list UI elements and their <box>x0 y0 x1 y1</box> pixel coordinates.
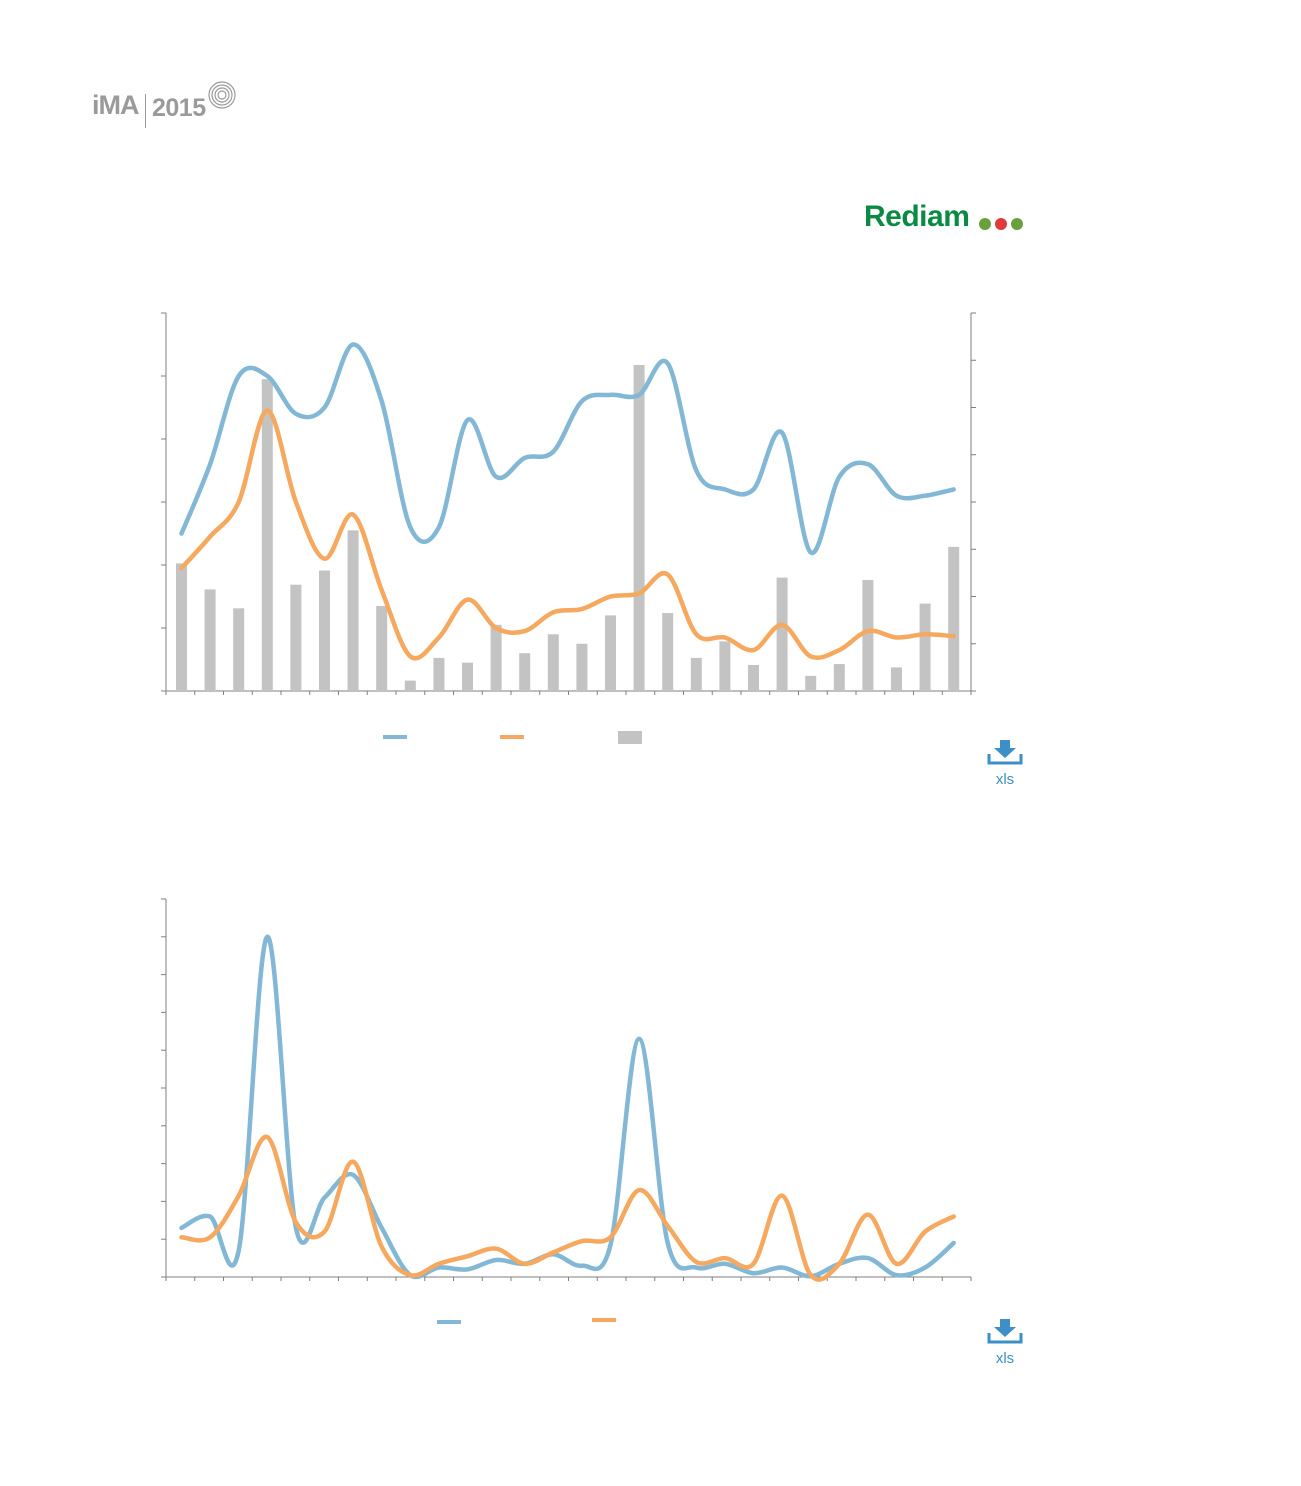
series-line-2 <box>179 1134 956 1282</box>
legend-swatch-1 <box>383 735 407 739</box>
bar <box>891 667 902 691</box>
download-tray-icon <box>987 1319 1023 1344</box>
bar <box>519 653 531 691</box>
bar <box>719 641 731 691</box>
ima-logo-year: 2015 <box>152 94 206 122</box>
bar <box>633 364 645 691</box>
bar <box>490 624 502 691</box>
bar <box>176 563 187 691</box>
series-line-2 <box>179 408 956 661</box>
bar <box>748 665 759 691</box>
bar <box>204 589 216 691</box>
download-xls-label: xls <box>995 1350 1015 1367</box>
rediam-logo: Rediam <box>862 200 1032 240</box>
bar <box>376 605 388 691</box>
bar <box>347 530 359 691</box>
bar <box>919 603 931 691</box>
download-xls-label: xls <box>995 771 1015 788</box>
bar <box>261 379 273 691</box>
chart-2 <box>161 898 972 1324</box>
rediam-logo-text: Rediam <box>864 200 970 233</box>
bar <box>233 608 245 691</box>
download-xls-button-2[interactable]: xls <box>985 1317 1025 1367</box>
bar <box>404 680 416 691</box>
legend <box>437 1318 616 1324</box>
bar <box>948 546 960 691</box>
bar <box>862 579 874 691</box>
legend-swatch-2 <box>592 1318 616 1322</box>
bar <box>576 643 588 691</box>
bar <box>690 657 702 691</box>
ima-logo-mark: iMA <box>92 90 139 120</box>
legend-swatch-2 <box>500 735 524 739</box>
legend-swatch-1 <box>437 1320 461 1324</box>
bar <box>662 613 674 691</box>
concentric-rings-icon <box>208 81 236 109</box>
chart-1 <box>161 312 976 744</box>
legend-swatch-3 <box>618 731 642 744</box>
ima-logo-divider <box>145 94 146 128</box>
bar <box>290 584 302 691</box>
bar <box>805 675 817 691</box>
download-tray-icon <box>987 740 1023 765</box>
series-line-1 <box>179 342 956 555</box>
bar <box>319 570 330 691</box>
download-xls-button-1[interactable]: xls <box>985 738 1025 788</box>
rediam-dots-icon <box>979 218 1023 230</box>
bar <box>776 577 788 691</box>
legend <box>383 731 642 744</box>
bar <box>433 657 445 691</box>
bar <box>833 664 845 691</box>
bar <box>605 615 616 691</box>
bar <box>547 634 559 691</box>
ima-2015-logo: iMA 2015 <box>92 80 242 132</box>
bar <box>462 662 473 691</box>
